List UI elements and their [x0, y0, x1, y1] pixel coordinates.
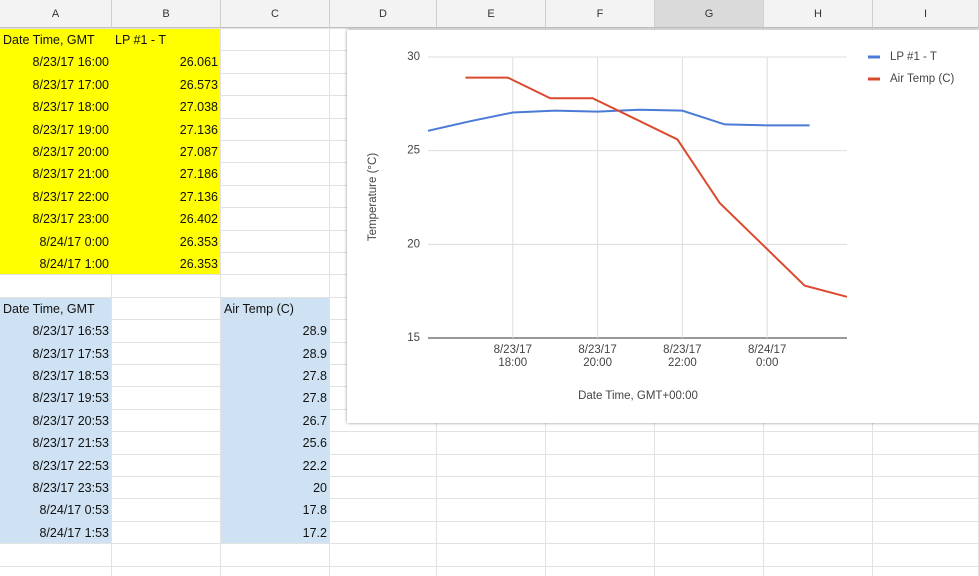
cell[interactable]: 28.9	[302, 324, 327, 339]
cell[interactable]: 27.136	[179, 122, 218, 137]
cell[interactable]: 27.038	[179, 100, 218, 115]
row-line	[0, 498, 979, 500]
y-tick-label: 25	[407, 145, 420, 157]
column-header[interactable]: C	[221, 0, 330, 28]
row-line	[0, 453, 979, 455]
column-header[interactable]: F	[546, 0, 655, 28]
column-header[interactable]: H	[764, 0, 873, 28]
x-tick-label: 8/23/17 22:00	[663, 344, 701, 369]
row-line	[0, 431, 979, 433]
cell[interactable]: 8/24/17 1:00	[39, 257, 109, 271]
cell-fill	[112, 29, 220, 275]
cell[interactable]: 27.136	[179, 189, 218, 204]
column-line	[111, 28, 112, 576]
cell[interactable]: 8/23/17 17:53	[32, 346, 109, 361]
cell[interactable]: 20	[313, 481, 327, 495]
cell[interactable]: 8/23/17 18:00	[32, 100, 109, 115]
cell[interactable]: 8/23/17 23:00	[32, 212, 109, 227]
row-line	[0, 565, 979, 567]
column-header[interactable]: A	[0, 0, 112, 28]
cell[interactable]: 25.6	[302, 436, 327, 451]
cell-fill	[0, 297, 111, 544]
cell[interactable]: 26.7	[302, 413, 327, 428]
cell[interactable]: 8/23/17 21:00	[32, 167, 109, 182]
cell[interactable]: 8/23/17 21:53	[32, 436, 109, 451]
cell[interactable]: 8/23/17 19:00	[32, 122, 109, 137]
cell[interactable]: 8/23/17 16:53	[32, 324, 109, 339]
cell[interactable]: 22.2	[302, 458, 327, 473]
row-line	[0, 476, 979, 477]
cell[interactable]: 8/24/17 0:53	[39, 503, 109, 518]
header-cell[interactable]: Air Temp (C)	[224, 301, 294, 316]
cell[interactable]: 8/23/17 22:53	[32, 458, 109, 473]
x-axis-label: Date Time, GMT+00:00	[578, 390, 698, 402]
row-line	[0, 28, 979, 29]
cell[interactable]: 8/24/17 1:53	[39, 525, 109, 540]
x-tick-label: 8/24/17 0:00	[748, 344, 786, 369]
row-line	[0, 543, 979, 545]
header-cell[interactable]: LP #1 - T	[115, 33, 166, 47]
column-header[interactable]: I	[873, 0, 979, 28]
cell[interactable]: 27.8	[302, 391, 327, 406]
y-tick-label: 30	[407, 51, 420, 63]
y-tick-label: 15	[407, 332, 420, 344]
cell[interactable]: 17.2	[302, 525, 327, 540]
cell[interactable]: 17.8	[302, 503, 327, 518]
cell[interactable]: 8/24/17 0:00	[39, 234, 109, 249]
cell[interactable]: 8/23/17 17:00	[32, 77, 109, 92]
cell[interactable]: 26.402	[179, 212, 218, 227]
cell[interactable]: 8/23/17 20:53	[32, 413, 109, 428]
cell-fill	[0, 29, 111, 275]
column-header[interactable]: B	[112, 0, 221, 28]
cell[interactable]: 8/23/17 23:53	[32, 481, 109, 495]
cell[interactable]: 8/23/17 22:00	[32, 189, 109, 204]
legend-label: LP #1 - T	[890, 51, 937, 63]
chart: Temperature (°C) Date Time, GMT+00:00 15…	[367, 51, 954, 402]
cell[interactable]: 26.353	[179, 257, 218, 271]
column-line	[220, 28, 221, 576]
y-axis-label: Temperature (°C)	[367, 153, 379, 241]
y-tick-label: 20	[407, 238, 420, 250]
cell[interactable]: 27.8	[302, 369, 327, 383]
cell[interactable]: 8/23/17 18:53	[32, 369, 109, 383]
column-header[interactable]: G	[655, 0, 764, 28]
column-header[interactable]: E	[437, 0, 546, 28]
cell[interactable]: 27.186	[179, 167, 218, 182]
cell-fill	[221, 297, 329, 544]
chart-container[interactable]: Temperature (°C) Date Time, GMT+00:00 15…	[347, 30, 979, 423]
x-tick-label: 8/23/17 20:00	[578, 344, 616, 369]
header-cell[interactable]: Date Time, GMT	[3, 33, 95, 47]
line-series	[427, 108, 810, 132]
cell[interactable]: 26.061	[179, 55, 218, 70]
x-tick-label: 8/23/17 18:00	[494, 344, 532, 369]
cell[interactable]: 26.353	[179, 234, 218, 249]
cell[interactable]: 27.087	[179, 145, 218, 159]
cell[interactable]: 26.573	[179, 77, 218, 92]
legend-label: Air Temp (C)	[890, 73, 954, 85]
row-line	[0, 520, 979, 522]
cell[interactable]: 8/23/17 20:00	[32, 145, 109, 159]
cell[interactable]: 28.9	[302, 346, 327, 361]
line-series	[465, 76, 848, 298]
column-line	[329, 28, 330, 576]
column-header[interactable]: D	[330, 0, 437, 28]
header-cell[interactable]: Date Time, GMT	[3, 301, 95, 316]
cell[interactable]: 8/23/17 16:00	[32, 55, 109, 70]
cell[interactable]: 8/23/17 19:53	[32, 391, 109, 406]
